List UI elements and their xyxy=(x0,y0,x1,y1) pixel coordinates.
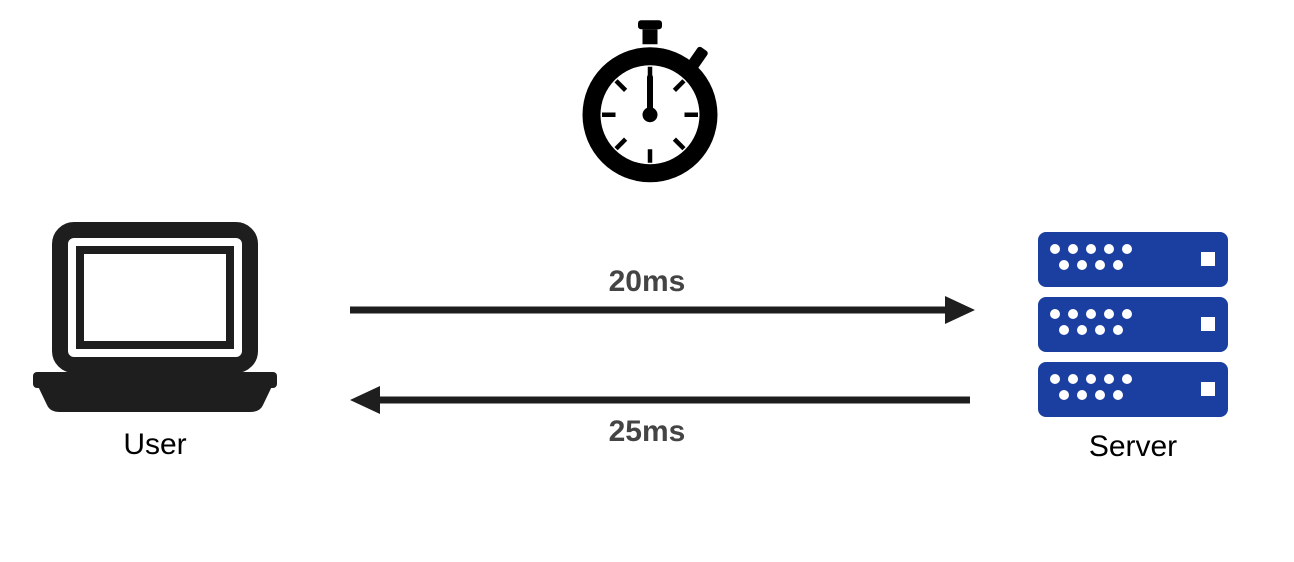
server-node: Server xyxy=(1033,227,1233,464)
user-node: User xyxy=(25,220,285,462)
request-latency-label: 20ms xyxy=(547,265,747,299)
stopwatch-node xyxy=(575,20,725,190)
response-latency-label: 25ms xyxy=(547,415,747,449)
user-label: User xyxy=(25,428,285,462)
request-arrow xyxy=(350,296,975,324)
response-arrow xyxy=(350,386,970,414)
laptop-icon xyxy=(25,220,285,420)
stopwatch-icon xyxy=(575,20,725,190)
diagram-canvas: User xyxy=(0,0,1294,562)
server-label: Server xyxy=(1033,430,1233,464)
server-stack-icon xyxy=(1033,227,1233,422)
